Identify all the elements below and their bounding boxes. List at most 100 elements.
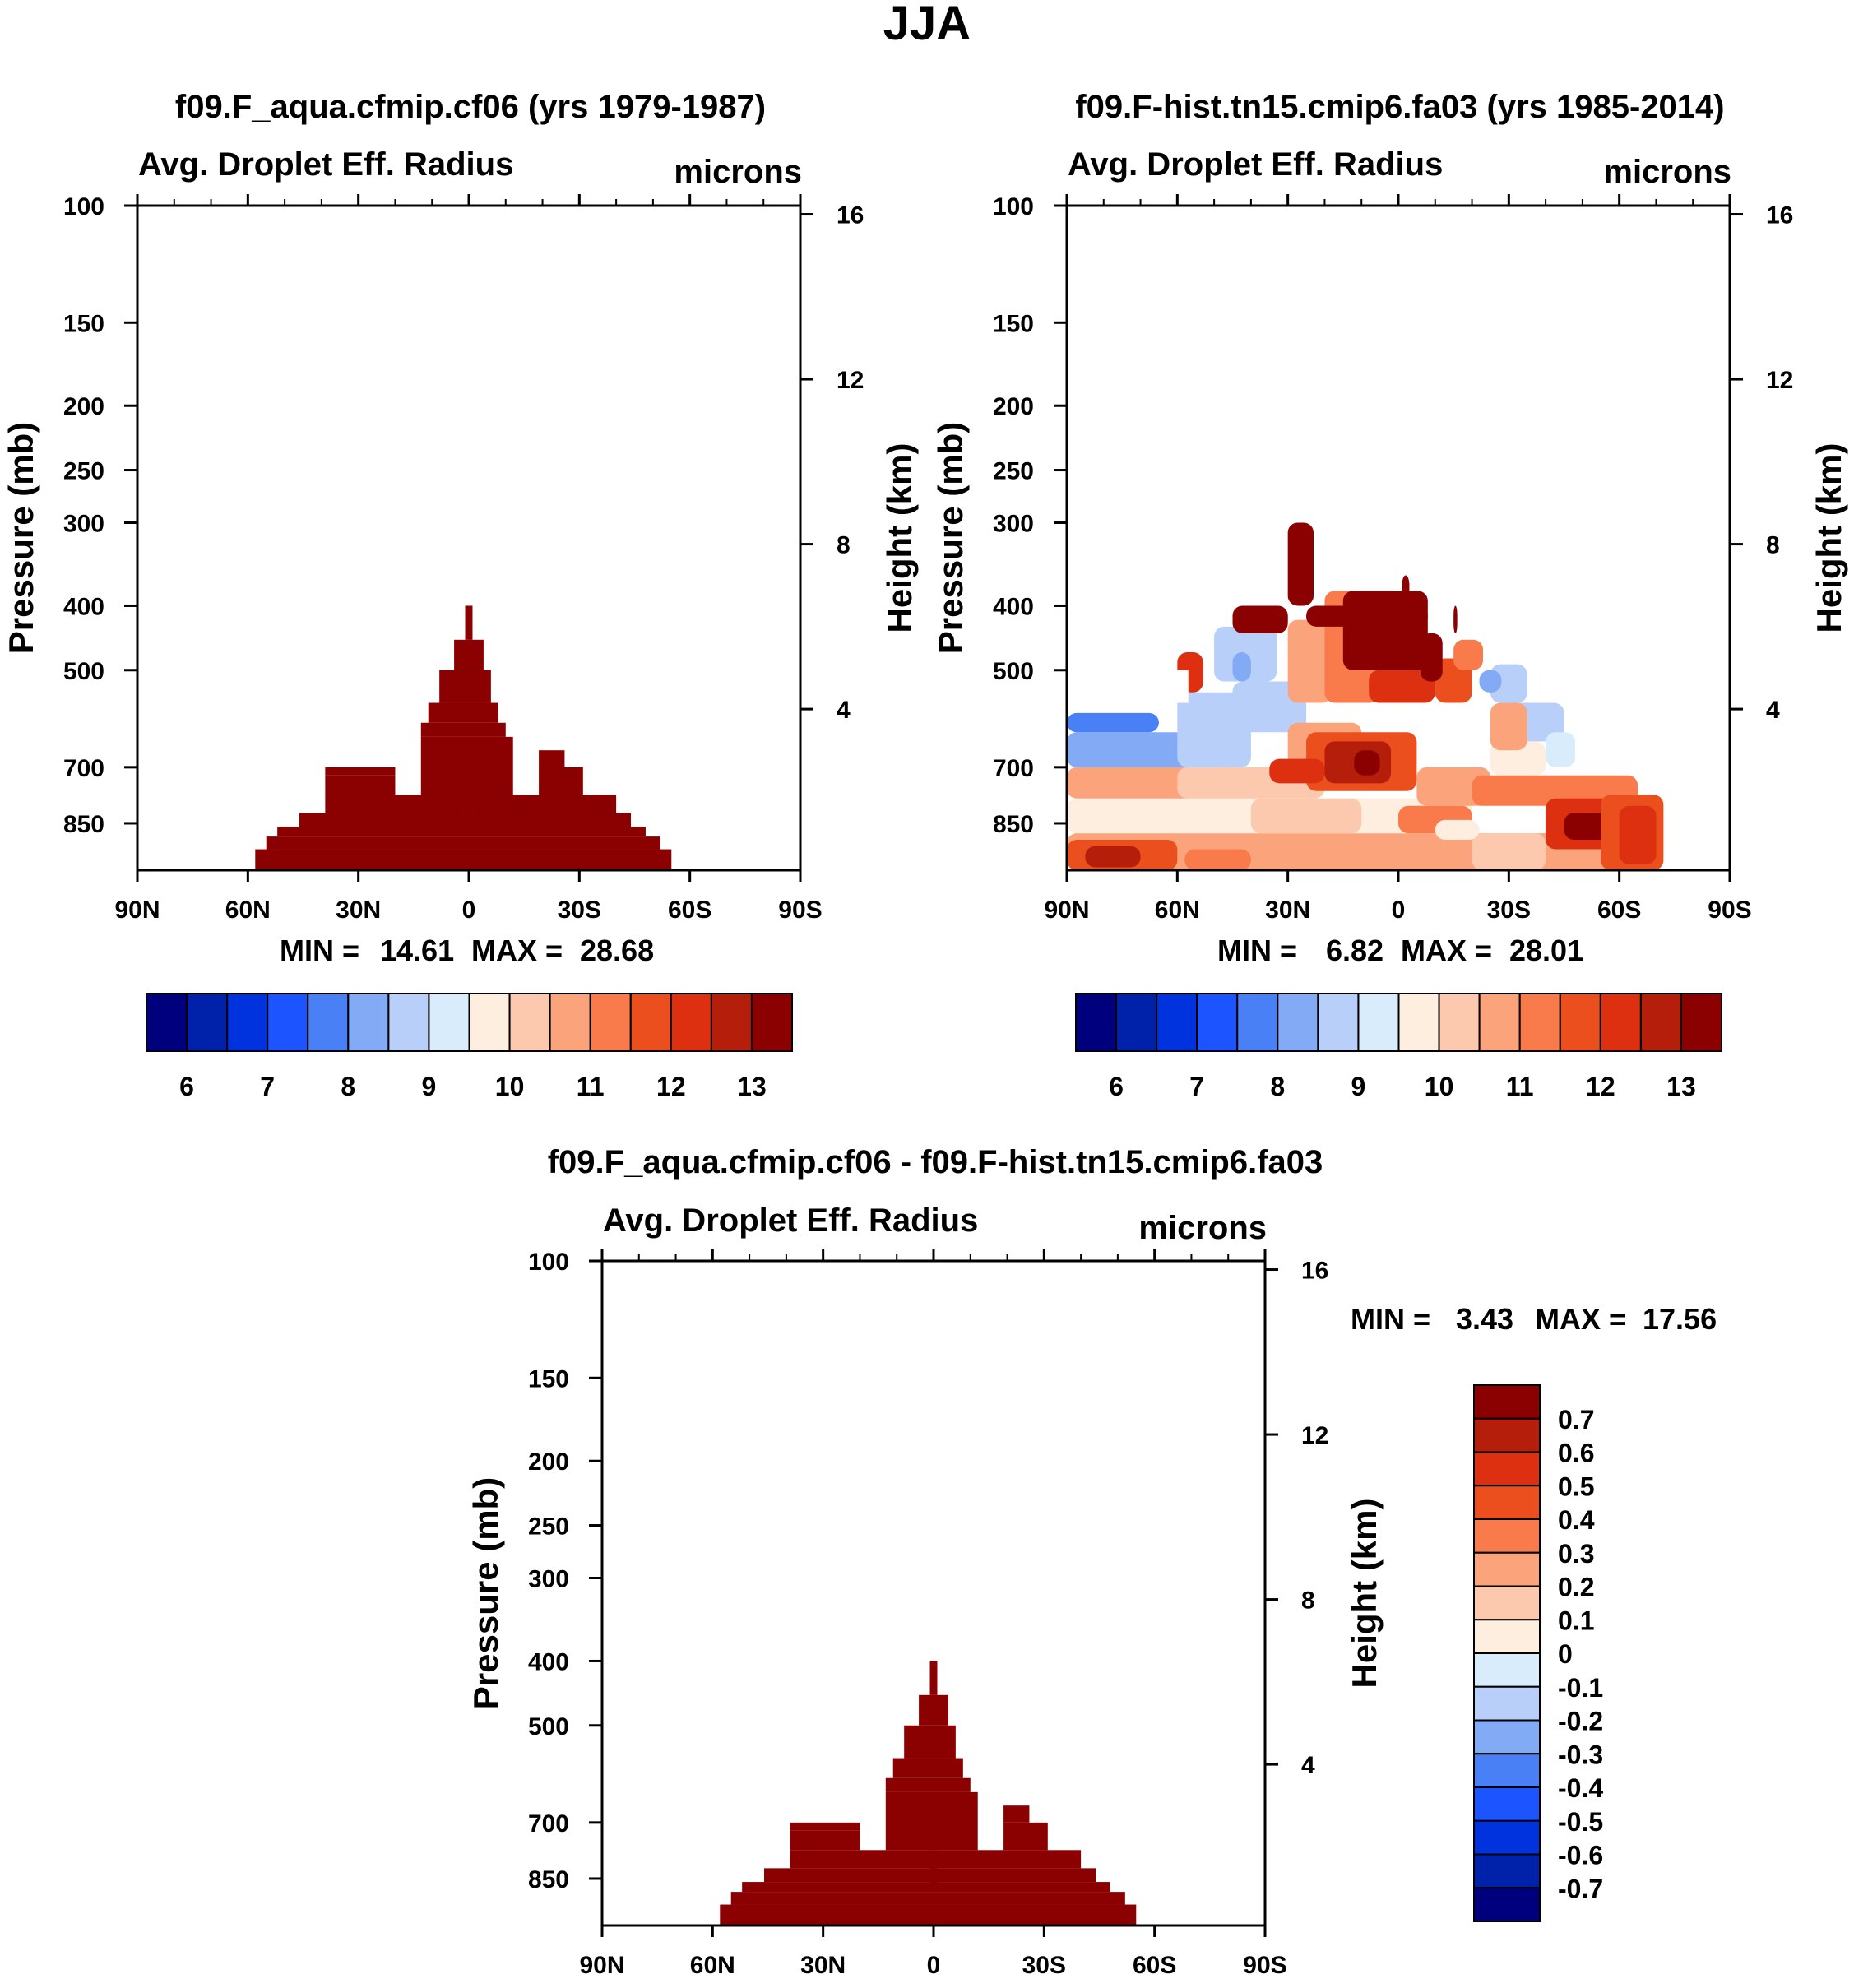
panel-1-colorbar-label: 11 <box>577 1072 605 1101</box>
panel-3-field-cell <box>720 1904 1137 1925</box>
panel-1-field-cell <box>428 702 498 723</box>
panel-1-colorbar-label: 8 <box>341 1072 355 1101</box>
panel-2-field-patch <box>1287 619 1333 703</box>
panel-1-field-cell <box>325 775 396 795</box>
panel-2-y-tick-label: 400 <box>993 593 1034 620</box>
panel-1-field-cell <box>439 670 491 703</box>
panel-3-colorbar-box <box>1473 1887 1541 1922</box>
panel-2-colorbar-label: 11 <box>1506 1072 1534 1101</box>
panel-2-colorbar-label: 7 <box>1189 1072 1204 1101</box>
panel-2-x-tick-label: 60N <box>1155 897 1200 924</box>
panel-2-field-patch <box>1085 846 1141 868</box>
panel-1-x-tick-label: 90S <box>778 897 822 924</box>
panel-2-field-patch <box>1416 767 1490 806</box>
panel-2-right-label: microns <box>1603 154 1731 190</box>
panel-3-colorbar-label: -0.3 <box>1558 1740 1603 1769</box>
panel-3-colorbar-label: 0.2 <box>1558 1573 1594 1602</box>
panel-2-field-patch <box>1232 681 1307 733</box>
panel-2-y-tick-label: 200 <box>993 393 1034 420</box>
panel-2-field-patch <box>1232 652 1251 682</box>
panel-2-field-patch <box>1402 575 1410 606</box>
panel-2-colorbar-box <box>1156 993 1198 1052</box>
panel-2-field-patch <box>1619 805 1657 864</box>
panel-1-y-tick-label: 700 <box>63 755 104 782</box>
panel-1-colorbar-label: 13 <box>737 1072 767 1101</box>
panel-3-y-tick-label: 700 <box>528 1810 569 1837</box>
panel-3-field-cell <box>885 1791 978 1851</box>
panel-2-left-label: Avg. Droplet Eff. Radius <box>1068 146 1443 183</box>
panel-2-colorbar-label: 6 <box>1109 1072 1124 1101</box>
panel-3-min-value: 3.43 <box>1456 1302 1513 1336</box>
panel-1-field-cell <box>255 849 672 870</box>
panel-3-y-right-tick-label: 4 <box>1301 1752 1315 1779</box>
panel-3-axes: 90N 60N 30N 0 30S 60S 90S 100 150 200 250 300 400 500… <box>466 1249 1384 1979</box>
panel-2-colorbar-box <box>1478 993 1521 1052</box>
panel-1-y-right-tick-label: 16 <box>837 202 864 229</box>
panel-1-field-cell <box>266 836 660 850</box>
panel-1-field-cell <box>465 795 473 834</box>
panel-2-colorbar-box <box>1599 993 1642 1052</box>
panel-2-y-tick-label: 700 <box>993 755 1034 782</box>
panel-3-field-cell <box>790 1830 860 1851</box>
panel-3-colorbar-box <box>1473 1485 1541 1520</box>
panel-1-y-tick-label: 400 <box>63 593 104 620</box>
panel-3-y-right-tick-label: 16 <box>1301 1258 1328 1285</box>
panel-1-y-right-tick-label: 8 <box>837 532 851 559</box>
panel-3-min-label: MIN = <box>1351 1302 1430 1336</box>
panel-3-y-tick-label: 500 <box>528 1713 569 1740</box>
panel-3-colorbar-box <box>1473 1652 1541 1688</box>
panel-1-colorbar-box <box>710 993 753 1052</box>
panel-3-x-tick-label: 90N <box>579 1952 624 1979</box>
panel-1-colorbar-label: 7 <box>260 1072 275 1101</box>
panel-2-colorbar-box <box>1639 993 1682 1052</box>
panel-1-colorbar-box <box>267 993 309 1052</box>
panel-2-max-value: 28.01 <box>1509 934 1583 967</box>
panel-2-field-patch <box>1287 522 1314 606</box>
panel-2-colorbar-label: 8 <box>1270 1072 1285 1101</box>
panel-2-min-value: 6.82 <box>1326 934 1384 967</box>
panel-2-field-patch <box>1546 732 1575 767</box>
panel-2-field-patch <box>1490 702 1527 751</box>
panel-2-max-label: MAX = <box>1401 934 1492 967</box>
panel-3-colorbar-box <box>1473 1853 1541 1889</box>
panel-2-field <box>1067 522 1664 870</box>
panel-1-field <box>255 605 672 870</box>
panel-1-field-cell <box>420 736 513 795</box>
panel-1-min-label: MIN = <box>280 934 359 967</box>
panel-2-x-tick-label: 60S <box>1597 897 1641 924</box>
panel-2: f09.F-hist.tn15.cmip6.fa03 (yrs 1985-201… <box>931 89 1848 1101</box>
panel-2-title: f09.F-hist.tn15.cmip6.fa03 (yrs 1985-201… <box>1075 89 1724 125</box>
panel-2-field-patch <box>1453 639 1483 670</box>
panel-1-x-tick-label: 60N <box>225 897 271 924</box>
panel-3-colorbar-label: 0.5 <box>1558 1471 1594 1501</box>
panel-2-x-tick-label: 90S <box>1708 897 1751 924</box>
panel-3-colorbar-label: -0.6 <box>1558 1841 1603 1870</box>
panel-3-colorbar-label: -0.5 <box>1558 1807 1603 1837</box>
panel-1-ylabel: Pressure (mb) <box>2 422 40 654</box>
panel-2-colorbar-box <box>1680 993 1722 1052</box>
panel-3-y-right-tick-label: 12 <box>1301 1422 1328 1449</box>
panel-3-y-tick-label: 100 <box>528 1249 569 1276</box>
panel-1-colorbar-box <box>226 993 269 1052</box>
panel-3-right-label: microns <box>1138 1210 1267 1246</box>
panel-2-x-tick-label: 30N <box>1265 897 1310 924</box>
panel-3-left-label: Avg. Droplet Eff. Radius <box>603 1203 978 1239</box>
panel-2-colorbar-box <box>1236 993 1279 1052</box>
panel-1-x-tick-label: 0 <box>462 897 476 924</box>
panel-3-x-tick-label: 0 <box>927 1952 941 1979</box>
panel-2-colorbar-label: 9 <box>1351 1072 1366 1101</box>
panel-3-y-tick-label: 400 <box>528 1648 569 1675</box>
panel-3-colorbar-box <box>1473 1819 1541 1856</box>
panel-1-colorbar-box <box>589 993 632 1052</box>
panel-1-field-cell <box>420 722 506 737</box>
panel-3-colorbar-box <box>1473 1753 1541 1788</box>
panel-2-x-tick-label: 0 <box>1392 897 1406 924</box>
panel-2-y-right-tick-label: 4 <box>1766 697 1780 724</box>
panel-3-x-tick-label: 60S <box>1133 1952 1176 1979</box>
panel-2-field-patch <box>1067 767 1196 799</box>
panel-2-y-tick-label: 250 <box>993 458 1034 485</box>
panel-1-colorbar-box <box>307 993 350 1052</box>
panel-1-colorbar-box <box>146 993 188 1052</box>
panel-1-y-tick-label: 850 <box>63 811 104 838</box>
panel-2-y-right-tick-label: 12 <box>1766 367 1793 394</box>
